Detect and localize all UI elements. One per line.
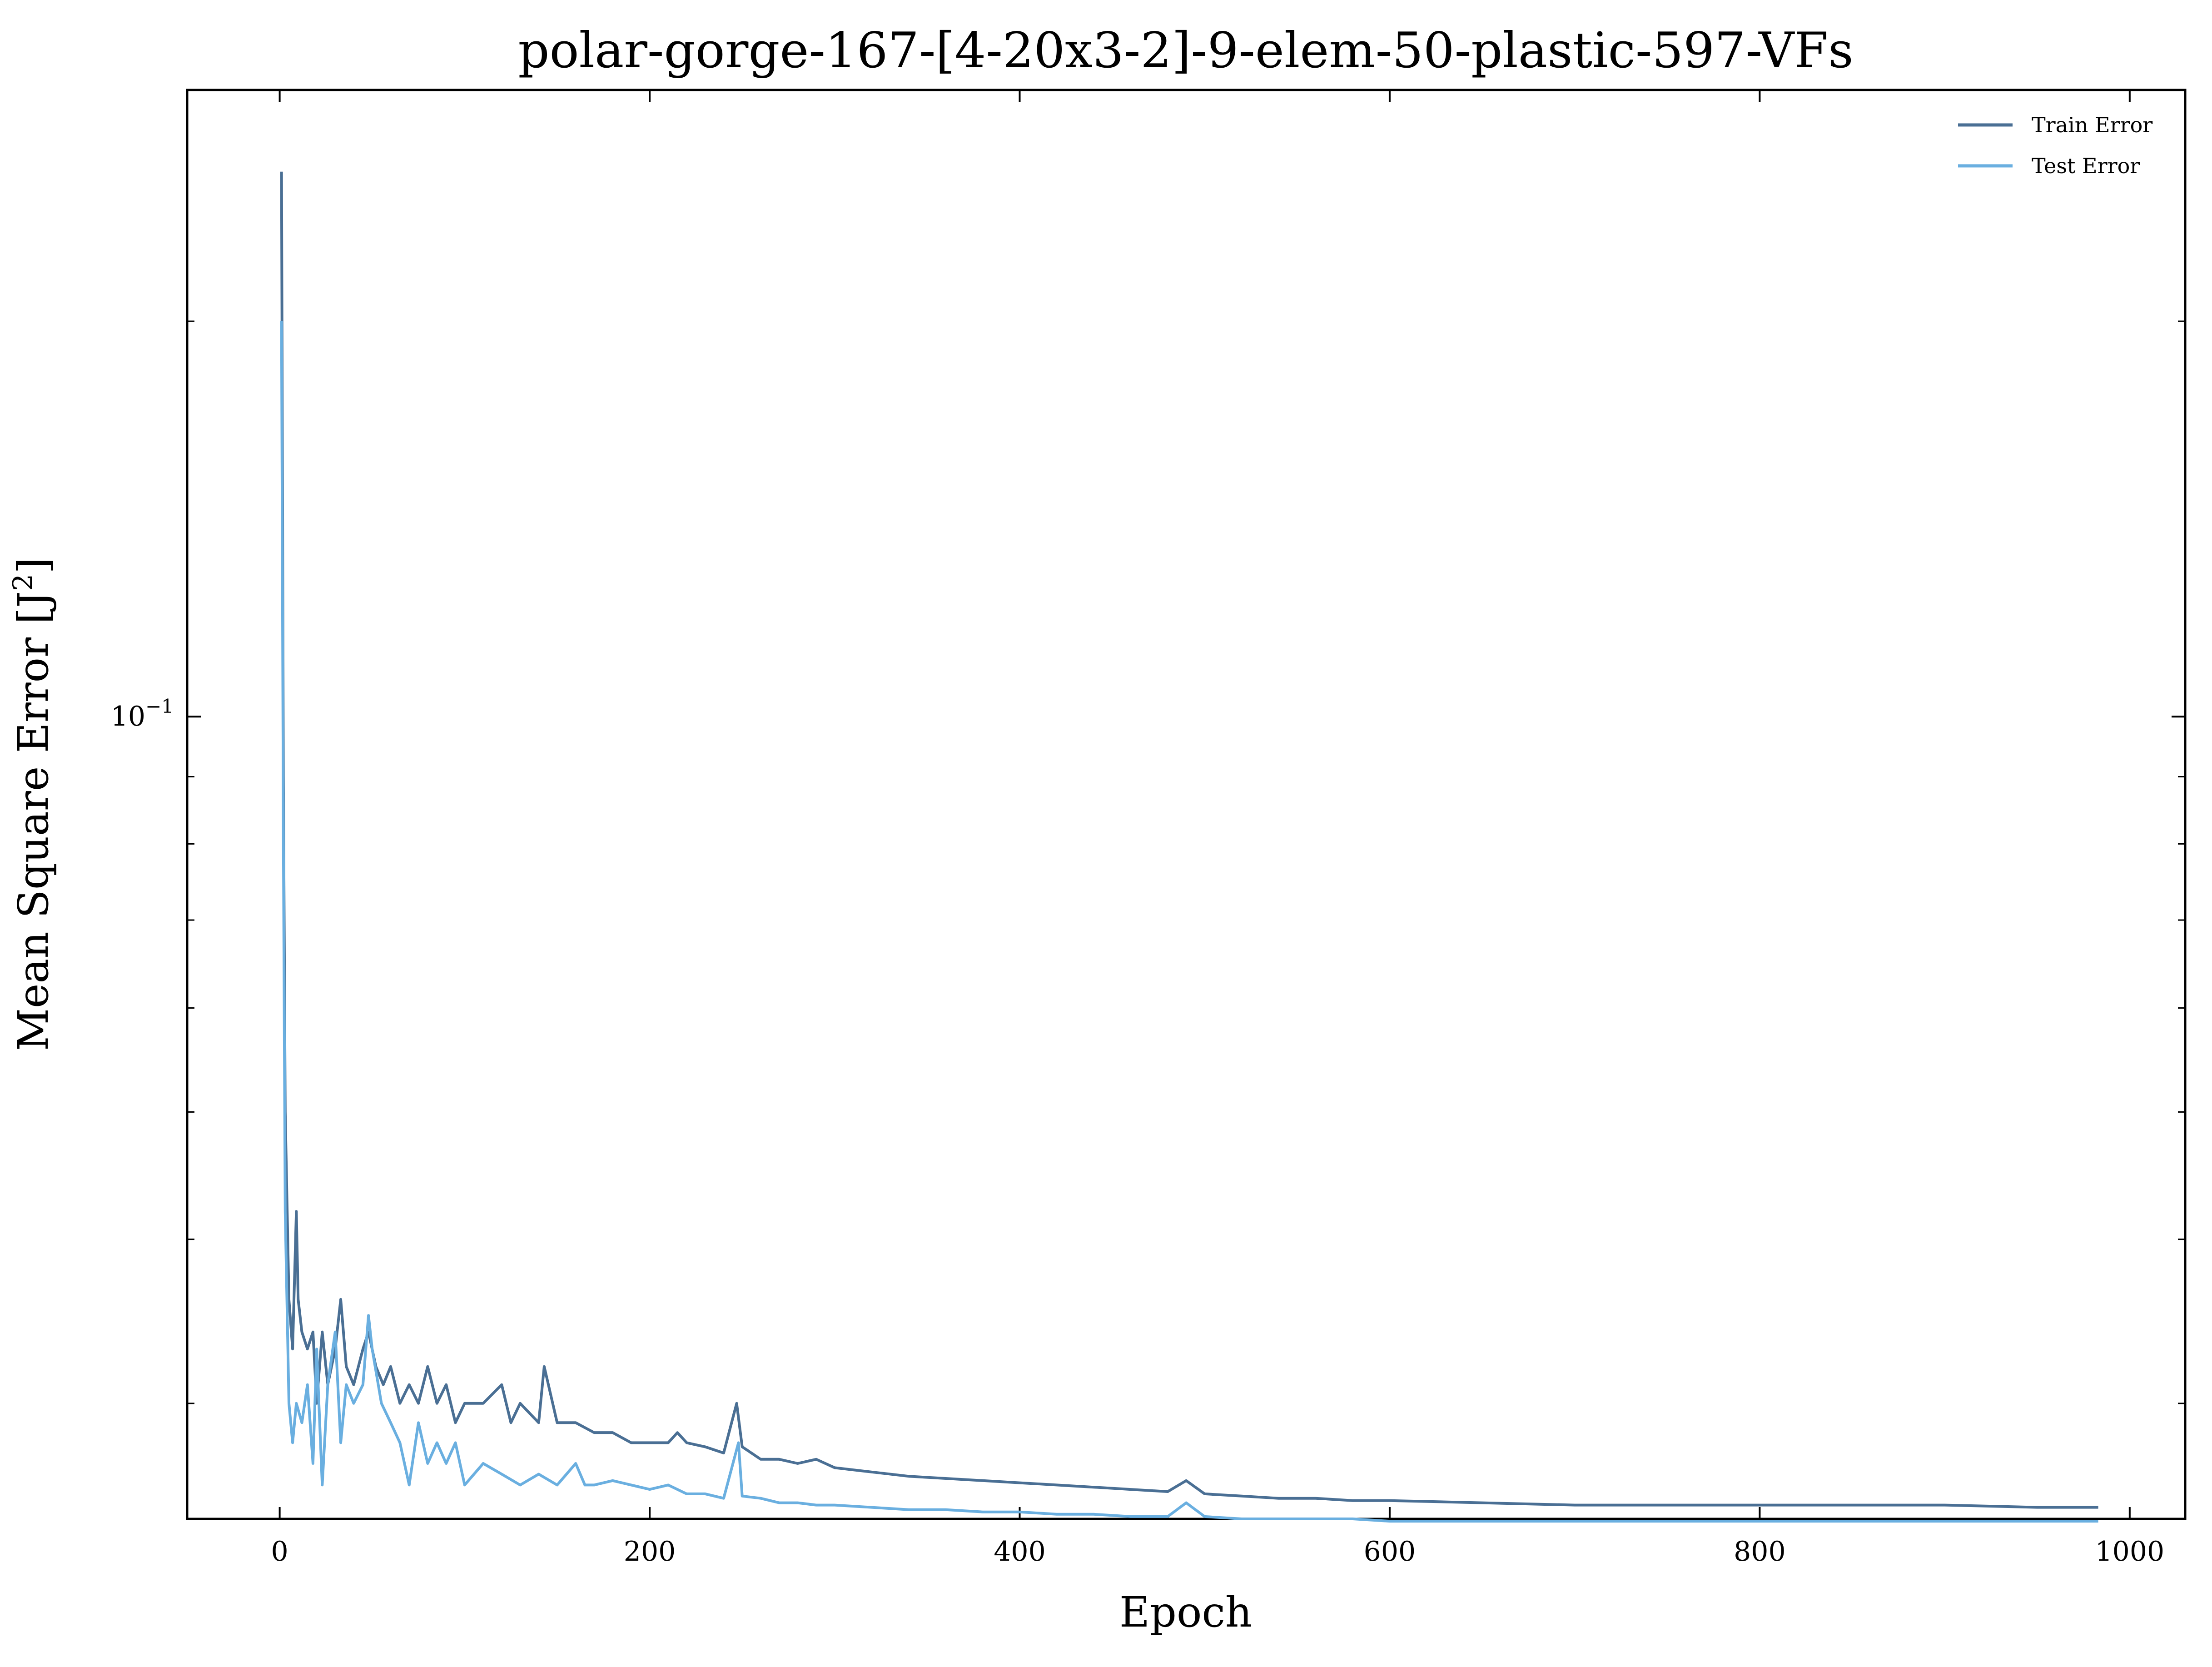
x-tick-label: 1000	[2095, 1536, 2164, 1567]
x-tick-label: 200	[624, 1536, 676, 1567]
x-axis-label: Epoch	[1119, 1588, 1252, 1637]
x-tick-label: 0	[271, 1536, 288, 1567]
y-axis: 10−1	[111, 89, 2185, 1404]
y-axis-label-suffix: ]	[9, 557, 58, 574]
x-tick-label: 800	[1734, 1536, 1786, 1567]
y-axis-label: Mean Square Error [J2]	[7, 557, 58, 1051]
x-tick-label: 600	[1364, 1536, 1416, 1567]
y-axis-label-prefix: Mean Square Error [J	[9, 591, 58, 1051]
plot-area	[186, 89, 2187, 1520]
y-tick-label-exponent: −1	[145, 695, 174, 717]
x-tick-label: 400	[994, 1536, 1046, 1567]
series-layer	[280, 171, 2098, 1523]
y-tick-label: 10−1	[111, 695, 174, 732]
legend: Train Error Test Error	[1958, 113, 2152, 178]
legend-label: Train Error	[2032, 113, 2152, 137]
x-axis: 0 200 400 600 800 1000	[271, 90, 2164, 1567]
series-line-test-error	[280, 321, 2098, 1523]
plot-frame	[186, 89, 2187, 1520]
chart-title: polar-gorge-167-[4-20x3-2]-9-elem-50-pla…	[518, 22, 1853, 79]
y-axis-label-superscript: 2	[7, 574, 39, 591]
legend-label: Test Error	[2032, 154, 2140, 178]
y-tick-label-base: 10	[111, 701, 145, 732]
